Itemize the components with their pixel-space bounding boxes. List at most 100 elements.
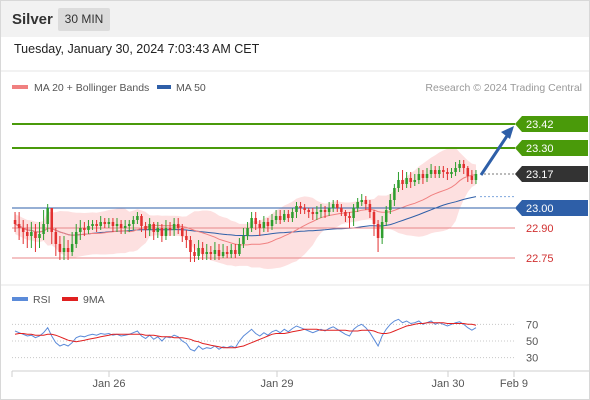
- candle: [21, 220, 25, 244]
- candle: [213, 242, 217, 260]
- rsi-tick-label: 30: [526, 353, 538, 365]
- candle-body: [197, 248, 200, 256]
- candle: [364, 196, 368, 210]
- candle: [474, 170, 478, 184]
- x-axis-tick-label: Jan 29: [260, 378, 293, 390]
- candle-body: [185, 236, 188, 240]
- candle-body: [132, 220, 135, 224]
- candle: [156, 222, 160, 238]
- candle: [327, 202, 331, 216]
- candle: [368, 200, 372, 218]
- candle: [111, 218, 115, 232]
- candle: [437, 166, 441, 178]
- forecast-arrow-shaft: [479, 132, 511, 176]
- x-axis-tick-label: Jan 26: [92, 378, 125, 390]
- candle-body: [266, 222, 270, 226]
- candle: [315, 206, 319, 220]
- candle: [425, 168, 429, 182]
- candle-body: [254, 218, 257, 224]
- candle-body: [66, 248, 70, 252]
- moving-averages: [14, 174, 477, 246]
- candle-body: [115, 224, 119, 226]
- candle: [282, 210, 286, 222]
- candle-body: [421, 174, 425, 178]
- candle-body: [103, 222, 107, 224]
- candle: [380, 216, 384, 244]
- candle-body: [282, 214, 286, 220]
- rsi-legend-swatch: [12, 297, 28, 301]
- research-credit: Research © 2024 Trading Central: [425, 82, 582, 94]
- candle-body: [433, 170, 437, 174]
- candle: [323, 206, 327, 218]
- x-axis-tick-label: Feb 9: [500, 378, 528, 390]
- timeframe-button[interactable]: 30 MIN: [58, 8, 110, 31]
- candle: [331, 200, 335, 212]
- candle: [442, 166, 445, 178]
- candle-body: [417, 174, 421, 180]
- candle-body: [148, 224, 151, 230]
- candle-body: [437, 170, 441, 174]
- ma50-legend-label: MA 50: [176, 82, 206, 94]
- candle-body: [168, 228, 172, 230]
- candle-body: [307, 210, 310, 212]
- candle: [103, 218, 107, 228]
- candle-body: [26, 232, 29, 236]
- candle: [446, 168, 449, 180]
- candle: [254, 212, 257, 230]
- candle-body: [258, 224, 262, 228]
- candle-body: [42, 224, 45, 234]
- candle: [258, 220, 262, 236]
- bollinger-band-fill: [15, 147, 476, 269]
- symbol-title: Silver: [12, 11, 53, 28]
- candle: [42, 210, 45, 240]
- candle: [38, 222, 41, 248]
- support-level-label: 22.75: [526, 253, 554, 265]
- candle: [384, 206, 388, 226]
- candle-body: [364, 200, 368, 204]
- candle-body: [356, 202, 359, 208]
- candle-body: [278, 216, 282, 220]
- candle: [291, 208, 294, 222]
- ma9-legend-label: 9MA: [83, 294, 105, 306]
- candle-body: [344, 212, 347, 216]
- ma20-legend-label: MA 20 + Bollinger Bands: [34, 82, 149, 94]
- candle-body: [30, 232, 33, 236]
- candle-body: [176, 224, 180, 228]
- candle: [217, 244, 221, 260]
- candle: [242, 228, 245, 248]
- rsi-ma9-line: [14, 322, 477, 349]
- candle: [409, 172, 412, 188]
- candle: [234, 244, 237, 258]
- candle: [119, 220, 123, 234]
- candle: [13, 212, 17, 232]
- candle: [115, 218, 119, 232]
- candle: [303, 204, 306, 214]
- target-level-tag: [515, 116, 588, 132]
- candle-body: [83, 228, 86, 230]
- candle-body: [136, 216, 139, 220]
- candle: [413, 174, 417, 186]
- candle: [397, 172, 400, 192]
- candle: [278, 210, 282, 224]
- candle: [429, 164, 433, 178]
- candle-body: [327, 208, 331, 212]
- candle: [389, 194, 392, 214]
- candle-body: [221, 252, 225, 256]
- candle-body: [380, 222, 384, 238]
- candle: [205, 244, 209, 260]
- ma20-legend-swatch: [12, 85, 28, 89]
- candle-body: [17, 224, 21, 228]
- candle: [319, 204, 323, 218]
- candle: [376, 220, 380, 252]
- candle-body: [234, 250, 237, 254]
- candle-body: [123, 226, 127, 228]
- candle-body: [360, 200, 364, 202]
- candle: [344, 210, 347, 222]
- candle: [50, 208, 54, 244]
- candle-body: [87, 226, 90, 230]
- candle-body: [270, 220, 274, 226]
- candle: [417, 168, 421, 184]
- candle: [393, 184, 396, 206]
- candle: [58, 236, 62, 260]
- candle: [295, 202, 298, 218]
